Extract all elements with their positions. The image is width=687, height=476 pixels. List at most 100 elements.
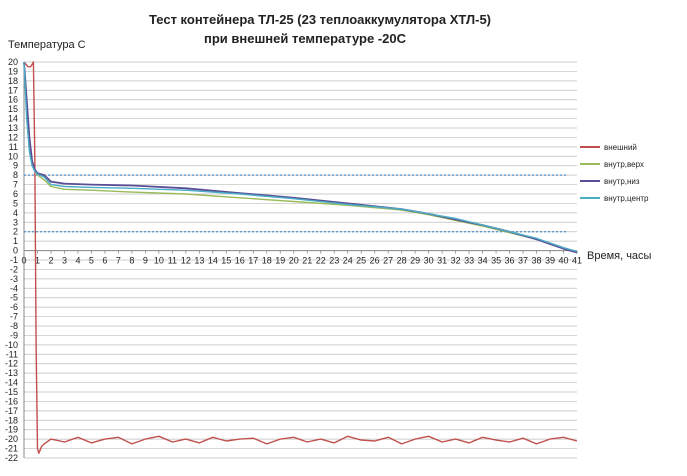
reference-lines: [24, 174, 567, 233]
x-axis-label: Время, часы: [587, 250, 652, 262]
y-tick-label: -7: [10, 312, 18, 322]
y-tick-label: 9: [13, 161, 18, 171]
x-tick-label: 26: [370, 256, 380, 266]
x-tick-label: 16: [235, 256, 245, 266]
x-tick-label: 21: [302, 256, 312, 266]
y-tick-label: -11: [6, 349, 18, 359]
x-tick-label: 37: [518, 256, 528, 266]
x-tick-label: 20: [289, 256, 299, 266]
y-tick-label: -22: [5, 453, 18, 463]
y-tick-label: -6: [10, 302, 18, 312]
y-tick-label: -13: [5, 368, 18, 378]
y-tick-label: -18: [5, 415, 18, 425]
y-tick-label: 15: [8, 104, 18, 114]
legend-label: внутр,верх: [604, 160, 644, 169]
x-tick-label: 41: [572, 256, 582, 266]
y-tick-label: 3: [13, 217, 18, 227]
y-tick-label: -9: [10, 330, 18, 340]
x-tick-label: 10: [154, 256, 164, 266]
legend-label: внешний: [604, 143, 637, 152]
y-tick-label: 14: [8, 114, 18, 124]
y-tick-label: 11: [9, 142, 18, 152]
y-tick-label: 1: [13, 236, 18, 246]
x-tick-label: 2: [48, 256, 53, 266]
x-tick-label: 36: [505, 256, 515, 266]
y-tick-label: -4: [10, 283, 18, 293]
x-tick-label: 32: [451, 256, 461, 266]
axes: [23, 62, 577, 458]
x-tick-label: 3: [62, 256, 67, 266]
x-tick-label: 18: [262, 256, 272, 266]
x-tick-label: 35: [491, 256, 501, 266]
y-tick-label: 13: [8, 123, 18, 133]
x-ticks: 0 1 2 3 4 5 6 7 8 9 10 11 12 13 14 15 16 17 18 19 20 21 22 23 24…: [21, 250, 582, 266]
y-tick-label: -16: [5, 396, 18, 406]
y-tick-label: -19: [5, 425, 18, 435]
x-tick-label: 24: [343, 256, 353, 266]
y-tick-label: 6: [13, 189, 18, 199]
y-tick-label: 19: [8, 66, 18, 76]
y-tick-label: 8: [13, 170, 18, 180]
y-tick-label: 17: [8, 85, 18, 95]
y-tick-label: 4: [13, 208, 18, 218]
chart-title-line1: Тест контейнера ТЛ-25 (23 теплоаккумулят…: [149, 12, 491, 27]
y-tick-label: 16: [8, 95, 18, 105]
x-tick-label: 0: [21, 256, 26, 266]
legend-label: внутр,центр: [604, 194, 649, 203]
x-tick-label: 39: [545, 256, 555, 266]
x-tick-label: 8: [129, 256, 134, 266]
y-tick-label: 7: [13, 180, 18, 190]
y-axis-label: Температура С: [8, 39, 86, 51]
x-tick-label: 25: [356, 256, 366, 266]
x-tick-label: 14: [208, 256, 218, 266]
chart-title-line2: при внешней температуре -20С: [204, 31, 407, 46]
x-tick-label: 4: [75, 256, 80, 266]
x-tick-label: 38: [532, 256, 542, 266]
y-tick-label: 20: [8, 57, 18, 67]
y-tick-label: 0: [13, 246, 18, 256]
x-tick-label: 31: [437, 256, 447, 266]
y-tick-label: -8: [10, 321, 18, 331]
y-tick-label: 2: [13, 227, 18, 237]
y-tick-label: -3: [10, 274, 18, 284]
y-tick-label: 5: [13, 198, 18, 208]
x-tick-label: 40: [559, 256, 569, 266]
x-tick-label: 15: [221, 256, 231, 266]
y-tick-label: -10: [5, 340, 18, 350]
x-tick-label: 23: [329, 256, 339, 266]
y-tick-label: 12: [8, 132, 18, 142]
x-tick-label: 6: [102, 256, 107, 266]
x-tick-label: 34: [478, 256, 488, 266]
x-tick-label: 7: [116, 256, 121, 266]
legend: внешний внутр,верх внутр,низ внутр,центр: [580, 143, 649, 203]
x-tick-label: 9: [143, 256, 148, 266]
y-tick-label: -15: [5, 387, 18, 397]
y-tick-label: -14: [5, 378, 18, 388]
x-tick-label: 22: [316, 256, 326, 266]
y-tick-label: -1: [10, 255, 18, 265]
x-tick-label: 27: [383, 256, 393, 266]
y-ticks: 20191817161514131211109876543210-1-2-3-4…: [5, 57, 18, 463]
x-tick-label: 19: [275, 256, 285, 266]
y-tick-label: -2: [10, 264, 18, 274]
y-tick-label: -12: [5, 359, 18, 369]
x-tick-label: 30: [424, 256, 434, 266]
legend-label: внутр,низ: [604, 177, 640, 186]
x-tick-label: 12: [181, 256, 191, 266]
y-tick-label: -5: [10, 293, 18, 303]
y-tick-label: -20: [5, 434, 18, 444]
y-tick-label: -21: [5, 444, 18, 454]
x-tick-label: 33: [464, 256, 474, 266]
x-tick-label: 5: [89, 256, 94, 266]
y-tick-label: 10: [8, 151, 18, 161]
y-tick-label: 18: [8, 76, 18, 86]
x-tick-label: 29: [410, 256, 420, 266]
x-tick-label: 1: [35, 256, 40, 266]
y-tick-label: -17: [5, 406, 18, 416]
x-tick-label: 11: [168, 256, 177, 266]
series-line-0: [23, 61, 578, 454]
series-lines: [23, 61, 578, 454]
series-line-3: [23, 61, 578, 253]
x-tick-label: 13: [194, 256, 204, 266]
